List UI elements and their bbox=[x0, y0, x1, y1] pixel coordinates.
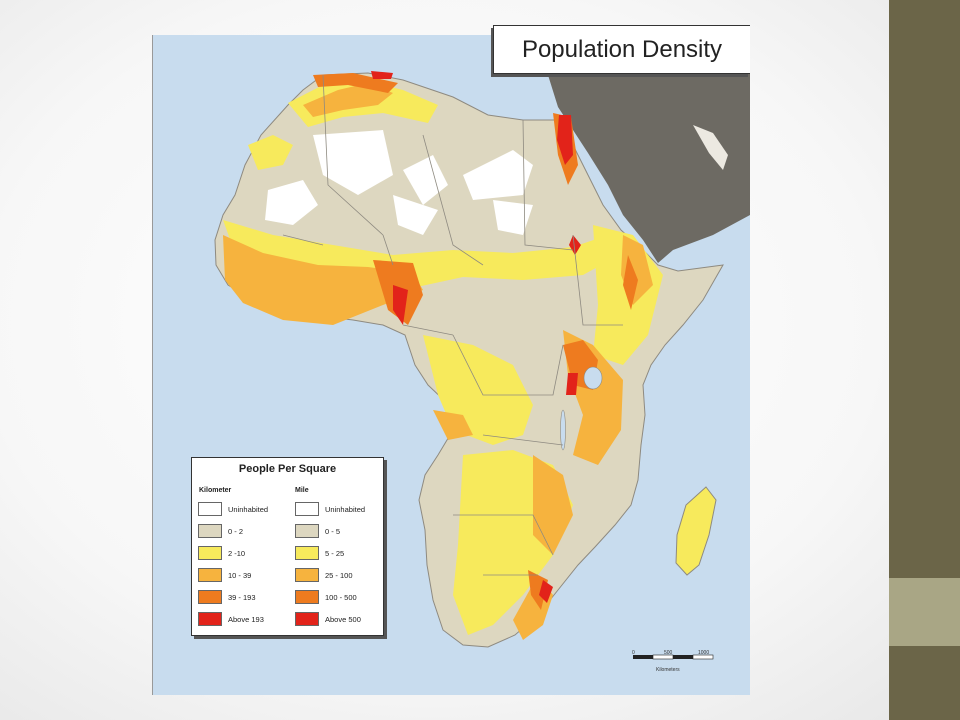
legend-swatch bbox=[295, 568, 319, 582]
legend-row-km-uninhabited: Uninhabited bbox=[198, 502, 268, 516]
legend-title: People Per Square bbox=[238, 463, 337, 475]
scale-labels: 0 500 1000 Kilometers bbox=[632, 650, 712, 678]
legend-label: 25 - 100 bbox=[325, 570, 353, 580]
legend-row-mile-uninhabited: Uninhabited bbox=[295, 502, 365, 516]
slide-sidebar-accent bbox=[889, 578, 960, 646]
legend-row-mile-0-5: 0 - 5 bbox=[295, 524, 340, 538]
scale-tick-500: 500 bbox=[664, 650, 673, 656]
legend: People Per Square Kilometer Mile Uninhab… bbox=[191, 457, 384, 636]
legend-label: 2 -10 bbox=[228, 548, 246, 558]
legend-row-mile-100-500: 100 - 500 bbox=[295, 590, 357, 604]
legend-label: 10 - 39 bbox=[228, 570, 252, 580]
map-title: Population Density bbox=[493, 25, 750, 74]
slide-sidebar-decoration bbox=[889, 0, 960, 720]
legend-row-km-10-39: 10 - 39 bbox=[198, 568, 251, 582]
legend-label: 0 - 2 bbox=[228, 526, 244, 536]
legend-label: 5 - 25 bbox=[325, 548, 345, 558]
legend-label: 100 - 500 bbox=[325, 592, 357, 602]
uninhabited-areas bbox=[265, 130, 533, 235]
arabia-coast bbox=[693, 125, 728, 170]
legend-swatch bbox=[295, 546, 319, 560]
legend-label: 0 - 5 bbox=[325, 526, 341, 536]
legend-column-kilometer: Kilometer bbox=[199, 487, 232, 494]
africa-population-map bbox=[152, 35, 750, 695]
legend-swatch bbox=[198, 524, 222, 538]
map-title-text: Population Density bbox=[521, 35, 723, 63]
legend-swatch bbox=[295, 524, 319, 538]
scale-unit: Kilometers bbox=[656, 667, 680, 673]
asia-landmass bbox=[548, 35, 750, 263]
legend-swatch bbox=[295, 502, 319, 516]
legend-swatch bbox=[198, 612, 222, 626]
density-above-193-zones bbox=[371, 71, 581, 603]
map-canvas bbox=[214, 35, 750, 660]
map-scale-bar bbox=[633, 654, 714, 660]
legend-row-mile-5-25: 5 - 25 bbox=[295, 546, 344, 560]
legend-row-km-2-10: 2 -10 bbox=[198, 546, 245, 560]
madagascar bbox=[675, 486, 717, 576]
scale-tick-1000: 1000 bbox=[698, 650, 710, 656]
legend-label: Above 193 bbox=[228, 614, 264, 624]
legend-column-mile: Mile bbox=[295, 487, 309, 494]
legend-row-mile-above-500: Above 500 bbox=[295, 612, 361, 626]
legend-label: Above 500 bbox=[325, 614, 361, 624]
legend-label: 39 - 193 bbox=[228, 592, 256, 602]
legend-swatch bbox=[295, 590, 319, 604]
legend-swatch bbox=[198, 590, 222, 604]
legend-row-km-0-2: 0 - 2 bbox=[198, 524, 243, 538]
legend-row-km-above-193: Above 193 bbox=[198, 612, 264, 626]
density-10-39-zones bbox=[223, 83, 653, 640]
legend-row-mile-25-100: 25 - 100 bbox=[295, 568, 353, 582]
scale-tick-0: 0 bbox=[632, 650, 635, 656]
legend-swatch bbox=[295, 612, 319, 626]
legend-swatch bbox=[198, 568, 222, 582]
legend-label: Uninhabited bbox=[325, 504, 366, 514]
country-borders bbox=[282, 74, 623, 576]
lakes bbox=[560, 366, 603, 451]
legend-row-km-39-193: 39 - 193 bbox=[198, 590, 256, 604]
legend-swatch bbox=[198, 502, 222, 516]
legend-swatch bbox=[198, 546, 222, 560]
legend-label: Uninhabited bbox=[228, 504, 269, 514]
